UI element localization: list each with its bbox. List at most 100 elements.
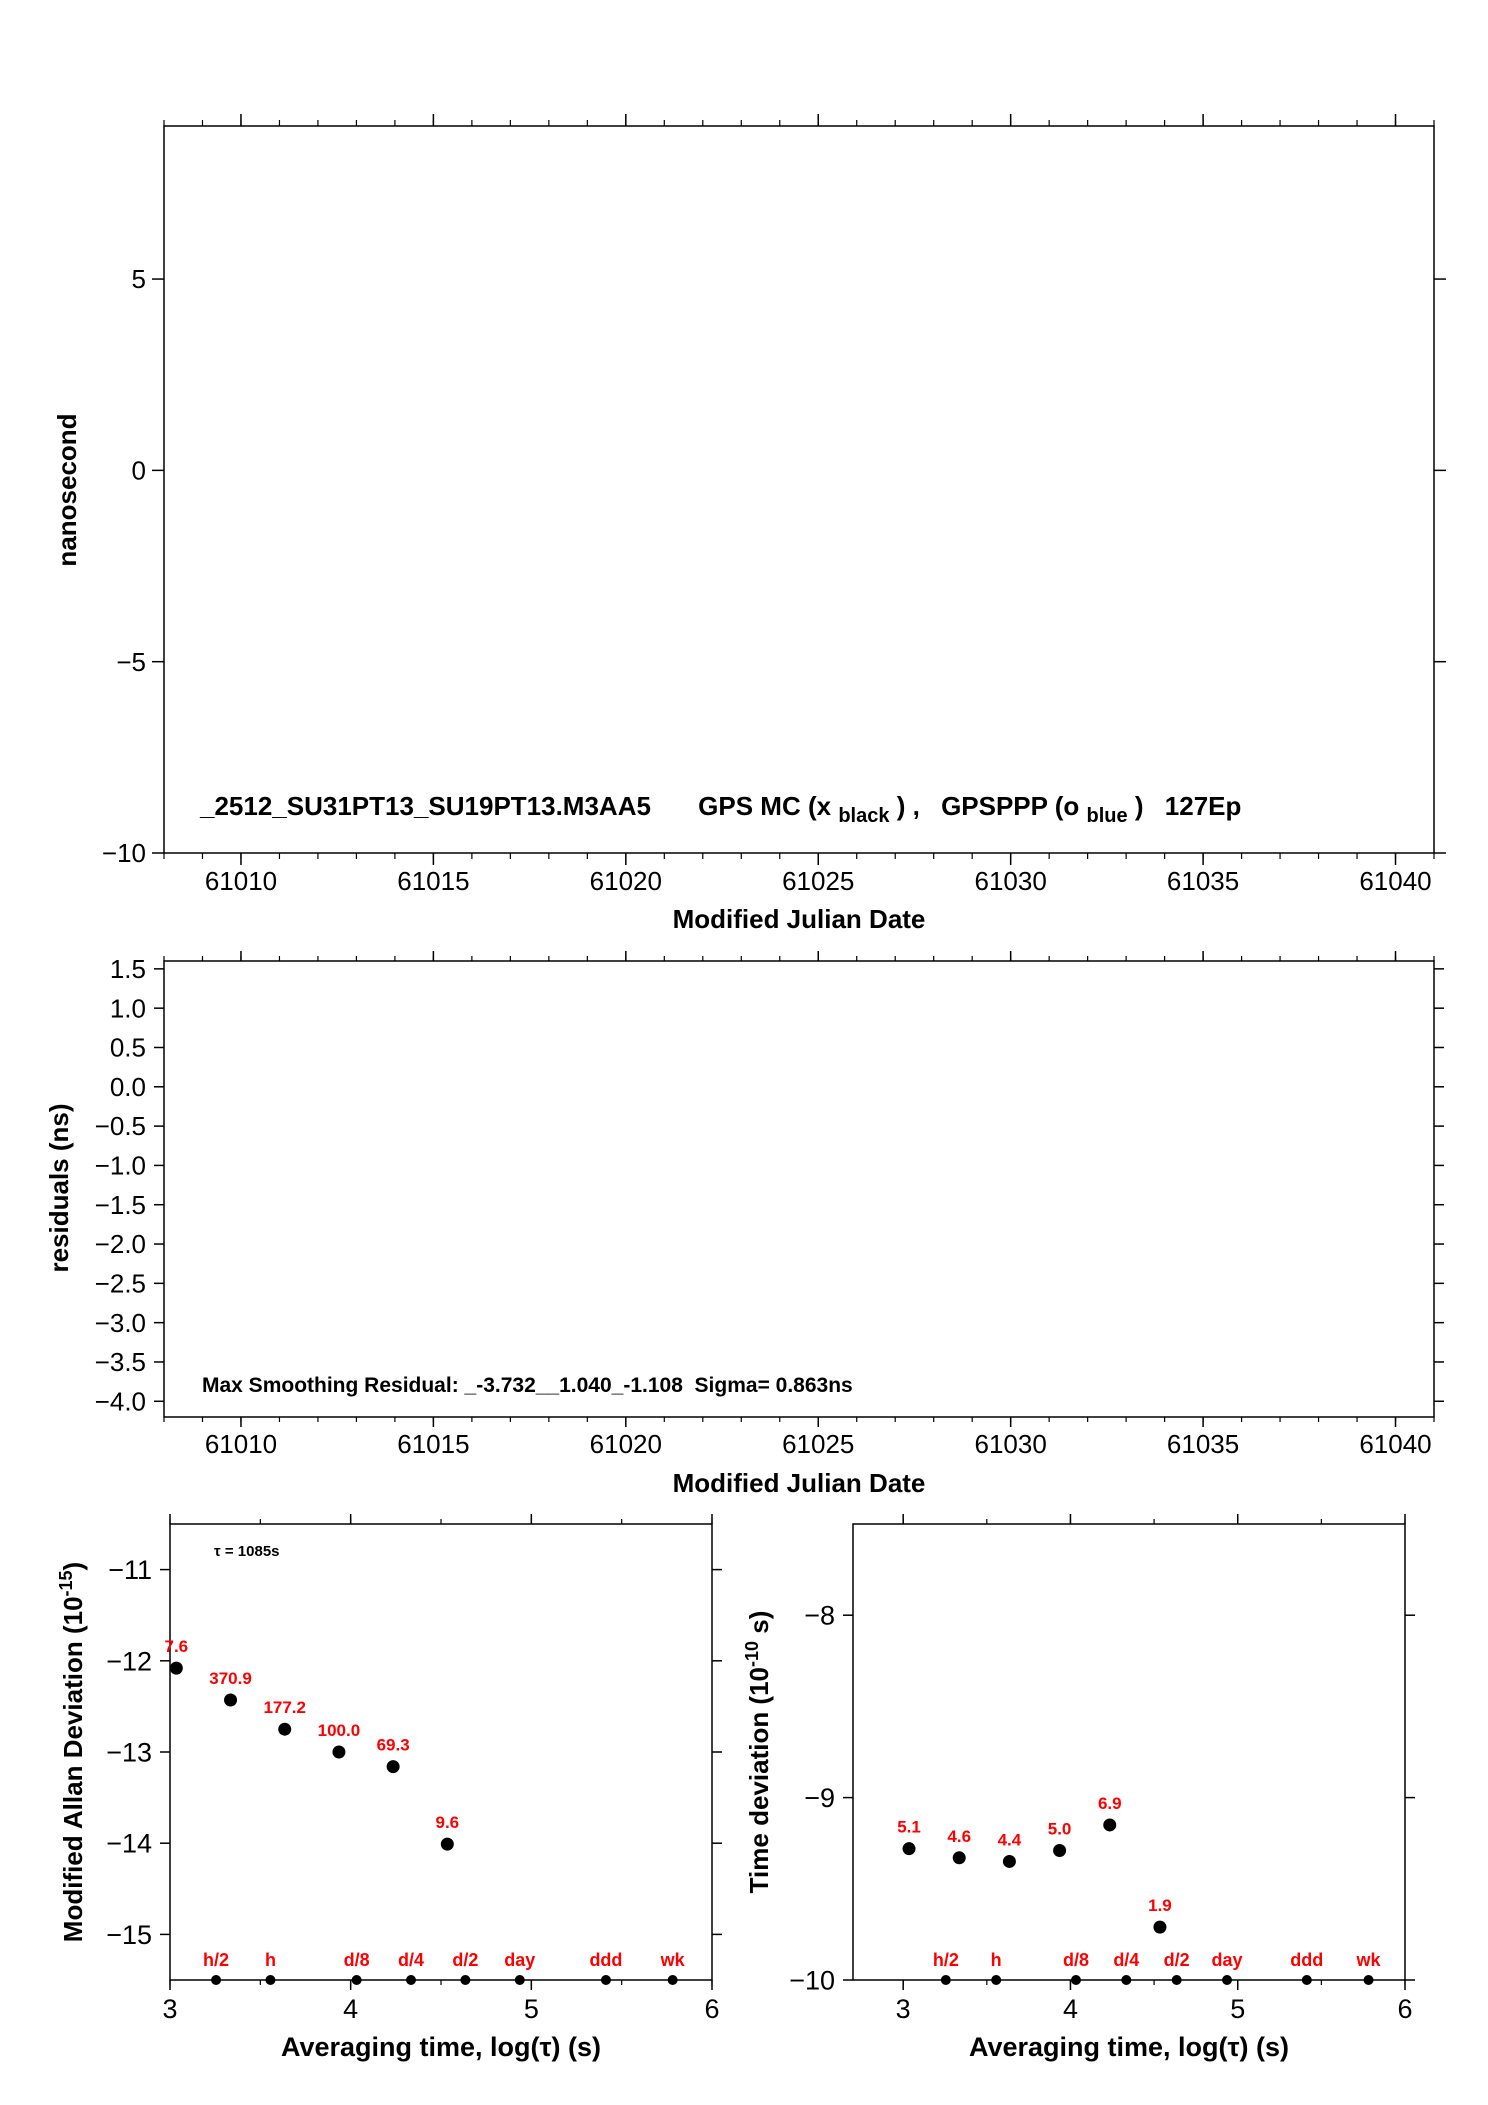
point-value-label: 100.0 <box>318 1721 361 1740</box>
y-tick-label: −1.5 <box>95 1190 146 1220</box>
interval-marker-label: h <box>991 1950 1002 1970</box>
data-point <box>278 1722 292 1736</box>
y-tick-label: −0.5 <box>95 1111 146 1141</box>
interval-marker-label: ddd <box>589 1950 622 1970</box>
x-tick-label: 61040 <box>1359 866 1431 896</box>
timing-y-axis-title: nanosecond <box>52 413 82 566</box>
x-tick-label: 61015 <box>397 866 469 896</box>
point-value-label: 5.0 <box>1048 1819 1072 1838</box>
y-tick-label: 5 <box>132 264 146 294</box>
tau-note: τ = 1085s <box>214 1543 280 1560</box>
interval-marker-label: day <box>504 1950 535 1970</box>
y-tick-label: −2.5 <box>95 1268 146 1298</box>
timing-plot-frame <box>163 125 1435 854</box>
tdev-plot-frame <box>852 1523 1406 1981</box>
data-point <box>1053 1843 1067 1857</box>
interval-marker <box>1301 1975 1312 1985</box>
mdev-y-axis-exponent: -15 <box>56 1570 76 1596</box>
timing-x-axis-title: Modified Julian Date <box>673 904 926 934</box>
y-tick-label: −10 <box>102 838 146 868</box>
interval-marker-label: d/4 <box>1113 1950 1139 1970</box>
tdev-points: 5.1 4.6 4.4 5.0 6.9 1.9 <box>897 1794 1172 1934</box>
x-tick-label: 61040 <box>1359 1429 1431 1459</box>
tdev-y-ticks: −8 −9 −10 <box>789 1601 1415 1995</box>
x-tick-label: 4 <box>343 1994 358 2024</box>
interval-marker <box>211 1975 222 1985</box>
mdev-y-ticks: −11 −12 −13 −14 −15 <box>106 1555 722 1950</box>
point-value-label: 5.1 <box>897 1818 921 1837</box>
x-tick-label: 61035 <box>1167 866 1239 896</box>
interval-marker <box>991 1975 1002 1985</box>
tdev-y-axis-title: Time deviation (10-10 s) <box>742 1611 774 1894</box>
residuals-y-ticks: 1.5 1.0 0.5 0.0 −0.5 −1.0 −1.5 −2.0 −2.5 −3.0 −3.5… <box>95 954 1444 1416</box>
timing-legend-annotation: _2512_SU31PT13_SU19PT13.M3AA5 GPS MC (x … <box>199 791 1241 828</box>
x-tick-label: 61010 <box>205 866 277 896</box>
y-tick-label: −3.0 <box>95 1308 146 1338</box>
x-tick-label: 6 <box>704 1994 719 2024</box>
y-tick-label: −14 <box>106 1829 152 1859</box>
x-tick-label: 61025 <box>782 1429 854 1459</box>
interval-marker <box>514 1975 525 1985</box>
data-point <box>1153 1920 1167 1934</box>
point-value-label: 1.9 <box>1148 1896 1172 1915</box>
x-tick-label: 3 <box>162 1994 177 2024</box>
interval-marker-label: wk <box>1356 1950 1382 1970</box>
interval-marker <box>265 1975 276 1985</box>
point-value-label: 9.6 <box>436 1813 460 1832</box>
timing-x-ticks: 61010 61015 61020 61025 61030 61035 61040 <box>163 114 1435 896</box>
interval-marker-label: h <box>265 1950 276 1970</box>
tdev-interval-markers: h/2 h d/8 d/4 d/2 day ddd wk <box>933 1950 1382 1985</box>
y-tick-label: −2.0 <box>95 1229 146 1259</box>
point-value-label: 4.6 <box>947 1827 971 1846</box>
interval-marker <box>940 1975 951 1985</box>
tdev-panel: 3 4 5 6 −8 −9 −10 5.1 4.6 4.4 5.0 6.9 1.9 h/2 h d/8 d… <box>742 1514 1415 2062</box>
interval-marker <box>1363 1975 1374 1985</box>
interval-marker <box>1070 1975 1081 1985</box>
gps-mc-legend-close: ) , <box>897 791 920 821</box>
interval-marker-label: h/2 <box>203 1950 229 1970</box>
y-tick-label: −9 <box>804 1783 835 1813</box>
residuals-x-axis-title: Modified Julian Date <box>673 1468 926 1498</box>
data-point <box>1002 1854 1016 1868</box>
mdev-x-axis-title: Averaging time, log(τ) (s) <box>281 2032 601 2062</box>
y-tick-label: 0 <box>132 455 146 485</box>
residuals-plot-frame <box>163 960 1435 1418</box>
tdev-y-axis-title-close: s) <box>744 1611 774 1641</box>
y-tick-label: −3.5 <box>95 1347 146 1377</box>
interval-marker <box>460 1975 471 1985</box>
point-value-label: 4.4 <box>998 1830 1022 1849</box>
interval-marker-label: d/2 <box>1164 1950 1190 1970</box>
interval-marker <box>600 1975 611 1985</box>
x-tick-label: 61010 <box>205 1429 277 1459</box>
gps-mc-subscript: black <box>838 805 890 827</box>
y-tick-label: −4.0 <box>95 1386 146 1416</box>
interval-marker-label: day <box>1212 1950 1243 1970</box>
y-tick-label: −12 <box>106 1646 152 1676</box>
interval-marker <box>406 1975 417 1985</box>
x-tick-label: 61015 <box>397 1429 469 1459</box>
mdev-y-axis-title-close: ) <box>58 1562 88 1571</box>
data-point <box>440 1837 454 1851</box>
data-point <box>169 1661 183 1675</box>
mdev-x-ticks: 3 4 5 6 <box>162 1514 720 2024</box>
epoch-count: 127Ep <box>1165 791 1242 821</box>
gps-mc-legend: GPS MC (x <box>698 791 831 821</box>
y-tick-label: 0.0 <box>110 1072 146 1102</box>
tdev-x-axis-title: Averaging time, log(τ) (s) <box>969 2032 1289 2062</box>
x-tick-label: 61030 <box>975 866 1047 896</box>
y-tick-label: −13 <box>106 1737 152 1767</box>
mdev-plot-frame <box>169 1523 713 1981</box>
gpsppp-legend: GPSPPP (o <box>941 791 1079 821</box>
y-tick-label: −15 <box>106 1920 152 1950</box>
mdev-panel: 3 4 5 6 −11 −12 −13 −14 −15 7.6 370.9 177.2 100.0 6… <box>56 1514 722 2062</box>
mdev-interval-markers: h/2 h d/8 d/4 d/2 day ddd wk <box>203 1950 686 1985</box>
data-point <box>902 1842 916 1856</box>
interval-marker <box>1222 1975 1233 1985</box>
y-tick-label: −5 <box>116 647 146 677</box>
point-value-label: 177.2 <box>263 1698 306 1717</box>
gpsppp-legend-close: ) <box>1135 791 1144 821</box>
residuals-y-axis-title: residuals (ns) <box>44 1103 74 1272</box>
x-tick-label: 4 <box>1063 1994 1078 2024</box>
timing-file-name: _2512_SU31PT13_SU19PT13.M3AA5 <box>199 791 651 821</box>
